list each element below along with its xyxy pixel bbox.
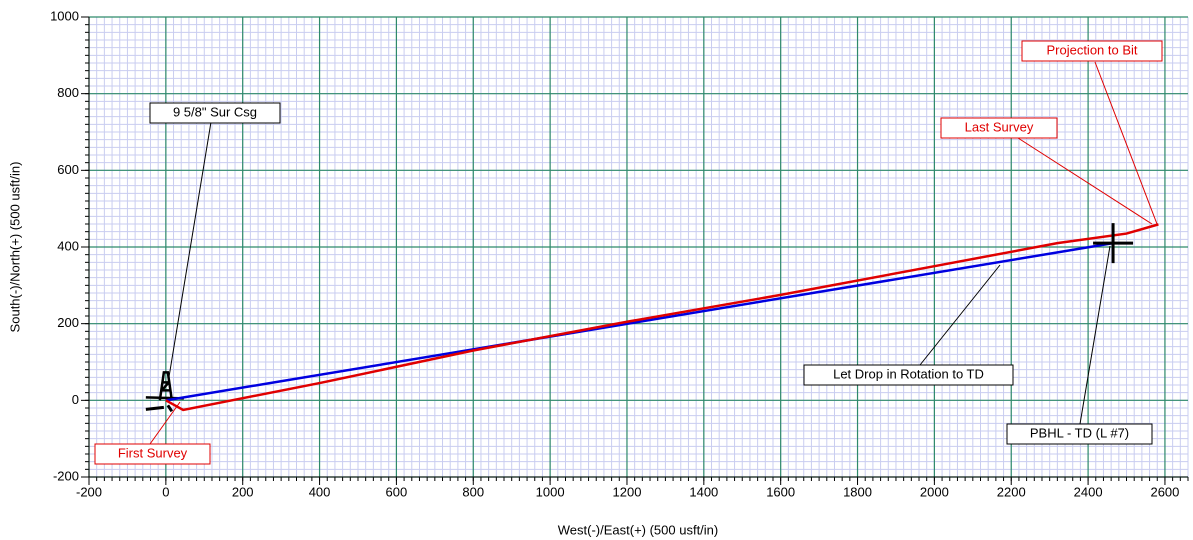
leader-line [1017,137,1153,225]
x-tick-label: 0 [162,484,169,499]
y-tick-label: 400 [57,238,79,253]
target-cross [1093,223,1134,264]
x-axis-label: West(-)/East(+) (500 usft/in) [558,522,719,537]
x-tick-label: 2600 [1150,484,1179,499]
leader-line [149,401,181,445]
y-tick-label: 800 [57,85,79,100]
leader-line [167,121,212,384]
x-tick-label: 1000 [536,484,565,499]
y-tick-label: -200 [53,468,79,483]
x-tick-label: 600 [386,484,408,499]
x-tick-label: 2400 [1074,484,1103,499]
leader-line [1079,245,1111,425]
series-line [165,241,1114,402]
x-tick-label: 200 [232,484,254,499]
annotation-box [94,443,211,465]
y-tick-label: 0 [72,392,79,407]
annotation-box [940,117,1058,139]
annotation-text: Let Drop in Rotation to TD [833,366,984,381]
annotation-text: Last Survey [965,119,1034,134]
rig-symbol [145,371,184,401]
annotation-text: PBHL - TD (L #7) [1030,425,1129,440]
annotation-box [1021,40,1163,62]
x-tick-label: 2200 [997,484,1026,499]
x-tick-label: 800 [462,484,484,499]
x-tick-label: -200 [76,484,102,499]
leader-line [919,264,1001,366]
x-tick-label: 1800 [843,484,872,499]
annotation-box [1006,423,1153,445]
rig-symbol [145,404,174,413]
x-tick-label: 400 [309,484,331,499]
y-axis-label: South(-)/North(+) (500 usft/in) [7,162,22,333]
annotation-box [149,102,281,124]
x-tick-label: 2000 [920,484,949,499]
x-tick-label: 1200 [613,484,642,499]
x-tick-label: 1600 [766,484,795,499]
y-tick-label: 600 [57,162,79,177]
annotation-text: 9 5/8" Sur Csg [173,104,257,119]
series-line [165,223,1159,412]
leader-line [1094,61,1158,225]
annotation-text: Projection to Bit [1046,42,1137,57]
y-tick-label: 200 [57,315,79,330]
annotation-text: First Survey [118,445,188,460]
annotation-box [803,364,1014,386]
y-tick-label: 1000 [50,8,79,23]
x-tick-label: 1400 [689,484,718,499]
